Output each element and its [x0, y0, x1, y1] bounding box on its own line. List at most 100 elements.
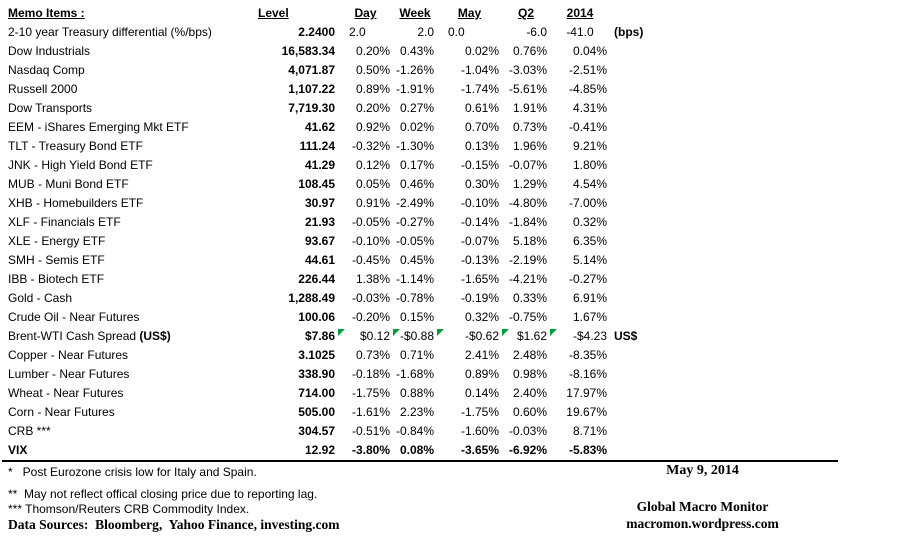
- table-row: EEM - iShares Emerging Mkt ETF 41.62 0.9…: [8, 118, 686, 137]
- header-note-spacer: [610, 4, 686, 23]
- cell-q2: 2.40%: [512, 386, 547, 400]
- cell-may: -3.65%: [460, 443, 499, 457]
- cell-note: [610, 232, 686, 251]
- row-label-cell: SMH - Semis ETF: [8, 251, 258, 270]
- cell-note: [610, 118, 686, 137]
- cell-may: 2.41%: [464, 348, 499, 362]
- cell-note: [610, 137, 686, 156]
- report-date: May 9, 2014: [666, 463, 739, 478]
- cell-note: [610, 99, 686, 118]
- header-2014: 2014: [566, 6, 594, 20]
- cell-q2: $1.62: [502, 327, 550, 346]
- cell-week: -1.91%: [395, 82, 434, 96]
- cell-note: [610, 384, 686, 403]
- row-label: EEM - iShares Emerging Mkt ETF: [8, 120, 189, 134]
- cell-2014: 6.91%: [572, 291, 607, 305]
- cell-day: $0.12: [338, 327, 393, 346]
- cell-day: -0.18%: [351, 367, 390, 381]
- cell-q2: 2.48%: [512, 348, 547, 362]
- cell-day: 0.50%: [355, 63, 390, 77]
- brand-url: macromon.wordpress.com: [626, 516, 779, 531]
- cell-q2: -1.84%: [508, 215, 547, 229]
- row-label-cell: Dow Transports: [8, 99, 258, 118]
- table-row: Nasdaq Comp 4,071.87 0.50% -1.26% -1.04%…: [8, 61, 686, 80]
- cell-q2: 1.96%: [512, 139, 547, 153]
- row-label-cell: Corn - Near Futures: [8, 403, 258, 422]
- table-row: 2-10 year Treasury differential (%/bps) …: [8, 23, 686, 42]
- cell-week: -0.27%: [395, 215, 434, 229]
- row-label: TLT - Treasury Bond ETF: [8, 139, 143, 153]
- table-row: TLT - Treasury Bond ETF 111.24 -0.32% -1…: [8, 137, 686, 156]
- cell-2014: 8.71%: [572, 424, 607, 438]
- cell-may: 0.30%: [464, 177, 499, 191]
- header-week: Week: [399, 6, 431, 20]
- cell-2014: -5.83%: [568, 443, 607, 457]
- cell-day: 0.89%: [355, 82, 390, 96]
- data-sources-line: Data Sources: Bloomberg, Yahoo Finance, …: [8, 517, 340, 532]
- cell-level: 1,107.22: [288, 82, 335, 96]
- cell-note: [610, 289, 686, 308]
- row-label: Brent-WTI Cash Spread: [8, 329, 140, 343]
- table-header-row: Memo Items : Level Day Week May Q2 2014: [8, 4, 686, 23]
- cell-note: [610, 194, 686, 213]
- cell-2014: -0.41%: [568, 120, 607, 134]
- row-label-cell: Nasdaq Comp: [8, 61, 258, 80]
- row-label-cell: VIX: [8, 441, 258, 460]
- cell-level: 1,288.49: [288, 291, 335, 305]
- row-label-cell: Brent-WTI Cash Spread (US$): [8, 327, 258, 346]
- header-level: Level: [258, 6, 289, 20]
- cell-week: 0.17%: [399, 158, 434, 172]
- cell-q2: 0.98%: [512, 367, 547, 381]
- footnote-closing-lag: ** May not reflect offical closing price…: [8, 487, 318, 501]
- cell-q2: -0.07%: [508, 158, 547, 172]
- cell-may: 0.89%: [464, 367, 499, 381]
- cell-week: -1.30%: [395, 139, 434, 153]
- cell-q2: -4.80%: [508, 196, 547, 210]
- cell-may: -1.74%: [460, 82, 499, 96]
- row-label: 2-10 year Treasury differential (%/bps): [8, 25, 212, 39]
- cell-may: -0.15%: [460, 158, 499, 172]
- row-label: Wheat - Near Futures: [8, 386, 124, 400]
- cell-level: 338.90: [298, 367, 335, 381]
- cell-day: 0.20%: [355, 44, 390, 58]
- cell-may: -1.60%: [460, 424, 499, 438]
- cell-2014: -8.16%: [568, 367, 607, 381]
- row-label-cell: Crude Oil - Near Futures: [8, 308, 258, 327]
- row-label-cell: Gold - Cash: [8, 289, 258, 308]
- row-label-cell: XLE - Energy ETF: [8, 232, 258, 251]
- footnote-crb-index: *** Thomson/Reuters CRB Commodity Index.: [8, 502, 250, 516]
- cell-note: [610, 422, 686, 441]
- cell-level: 505.00: [298, 405, 335, 419]
- row-label-cell: Copper - Near Futures: [8, 346, 258, 365]
- cell-day: -0.03%: [351, 291, 390, 305]
- row-label: VIX: [8, 443, 28, 457]
- footer-divider: [2, 460, 838, 462]
- cell-2014: -$4.23: [550, 327, 610, 346]
- cell-q2: 0.73%: [512, 120, 547, 134]
- cell-day: 0.91%: [355, 196, 390, 210]
- cell-2014: 6.35%: [572, 234, 607, 248]
- cell-2014: -4.85%: [568, 82, 607, 96]
- comment-marker-icon: [338, 329, 345, 336]
- cell-week: 0.08%: [399, 443, 434, 457]
- table-row: XLF - Financials ETF 21.93 -0.05% -0.27%…: [8, 213, 686, 232]
- cell-week: 2.0: [417, 25, 434, 39]
- row-label-cell: EEM - iShares Emerging Mkt ETF: [8, 118, 258, 137]
- cell-day: -0.51%: [351, 424, 390, 438]
- header-day: Day: [354, 6, 377, 20]
- cell-may: -0.13%: [460, 253, 499, 267]
- cell-may: -1.75%: [460, 405, 499, 419]
- cell-level: 41.62: [304, 120, 335, 134]
- cell-week: -1.26%: [395, 63, 434, 77]
- cell-note: [610, 42, 686, 61]
- row-label: XHB - Homebuilders ETF: [8, 196, 144, 210]
- cell-day: 0.92%: [355, 120, 390, 134]
- row-label-bold: (US$): [139, 329, 171, 343]
- cell-may: -0.14%: [460, 215, 499, 229]
- cell-2014: -7.00%: [568, 196, 607, 210]
- table-row: Gold - Cash 1,288.49 -0.03% -0.78% -0.19…: [8, 289, 686, 308]
- cell-q2: -0.03%: [508, 424, 547, 438]
- cell-may: -0.07%: [460, 234, 499, 248]
- cell-may: 0.70%: [464, 120, 499, 134]
- cell-level: 108.45: [298, 177, 335, 191]
